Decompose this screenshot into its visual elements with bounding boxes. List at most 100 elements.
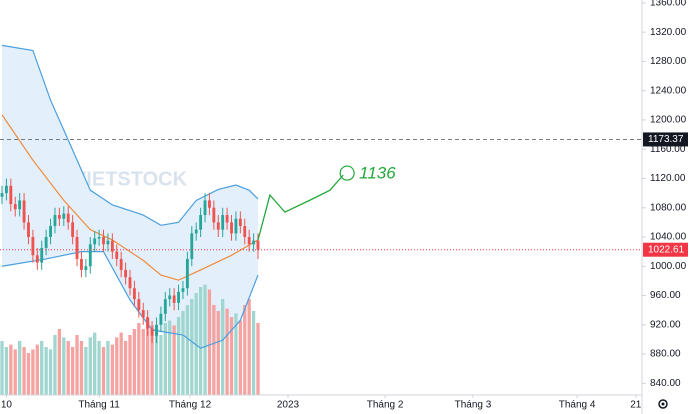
y-tick-label: 1280.00 [650,56,687,67]
volume-bar [0,341,4,395]
candle-body [88,244,92,267]
volume-bar [48,349,53,395]
candle-body [53,215,57,227]
annotation-circle [339,165,355,181]
candle-body [110,240,114,252]
y-tick-label: 880.00 [650,349,681,360]
volume-bar [234,313,238,395]
volume-bar [150,325,154,395]
candle-body [128,277,132,289]
y-tick-label: 840.00 [650,378,681,389]
volume-bar [229,317,234,395]
candle-body [177,291,180,303]
y-tick-label: 960.00 [650,290,681,301]
volume-bar [119,332,123,395]
candle-body [230,222,233,234]
y-tick-label: 1360.00 [650,0,687,9]
candle-body [216,222,220,230]
volume-bar [221,299,225,395]
candle-body [49,226,52,237]
candle-body [106,240,110,245]
volume-bar [128,335,132,395]
y-tick-label: 1040.00 [650,232,687,243]
volume-bar [132,329,137,395]
y-tick-label: 1120.00 [650,173,686,184]
candle-body [44,237,48,248]
volume-bar [190,299,194,395]
volume-bar [44,347,48,395]
volume-bar [141,329,145,395]
candle-body [40,247,44,263]
volume-bar [13,349,17,395]
volume-bar [115,337,119,395]
candle-body [102,237,105,245]
candle-body [57,215,61,219]
volume-bar [212,305,216,395]
price-label: 1173.37 [648,134,684,145]
candle-body [146,317,150,329]
volume-bar [163,323,167,395]
candle-body [35,255,39,263]
price-label-box [643,132,688,147]
volume-bar [31,349,35,395]
candle-body [252,240,256,245]
volume-bar [172,325,176,395]
candle-body [66,213,70,223]
volume-bar [75,335,79,395]
candle-body [212,207,216,223]
volume-bar [159,335,163,395]
candle-body [71,222,75,237]
volume-bar [203,284,207,395]
volume-bar [84,347,88,395]
volume-bar [123,341,128,395]
candle-body [0,193,4,197]
candle-body [119,258,123,270]
volume-bar [79,341,84,395]
candle-body [18,200,22,210]
volume-bar [106,341,110,395]
volume-bar [35,344,39,395]
volume-bar [247,299,251,395]
volume-bar [185,305,190,395]
candle-body [31,237,35,256]
volume-bar [194,293,198,395]
candle-body [84,266,88,270]
candle-body [27,222,30,237]
volume-bar [216,311,220,395]
x-tick-label: Tháng 3 [455,400,492,411]
volume-bar [66,341,70,395]
y-tick-label: 920.00 [650,319,681,330]
candle-body [13,204,17,210]
settings-icon[interactable] [658,399,668,409]
projection-line [257,174,344,241]
volume-bar [168,320,172,395]
candle-body [203,200,207,216]
x-tick-label: Tháng 4 [559,400,596,411]
candle-body [168,295,172,300]
candle-body [93,238,97,245]
price-label: 1022.61 [648,244,685,255]
volume-bar [238,320,242,395]
candle-body [181,288,185,292]
y-tick-label: 1080.00 [650,202,687,213]
volume-bar [53,335,57,395]
candle-body [4,185,8,194]
volume-bar [137,323,141,395]
x-tick-label: 2023 [277,400,300,411]
volume-bar [97,341,101,395]
plot: VIETSTOCK 1136 [0,44,396,395]
candle-body [62,213,66,219]
candle-body [9,185,13,205]
volume-bar [22,347,26,395]
candle-body [208,200,211,208]
candle-body [115,251,119,259]
candle-body [137,299,141,311]
volume-bar [181,311,185,395]
volume-bar [93,332,97,395]
candle-body [22,200,26,223]
indicator-line [1,114,259,281]
volume-bar [146,317,150,395]
volume-bar [176,317,181,395]
candle-body [132,288,136,300]
